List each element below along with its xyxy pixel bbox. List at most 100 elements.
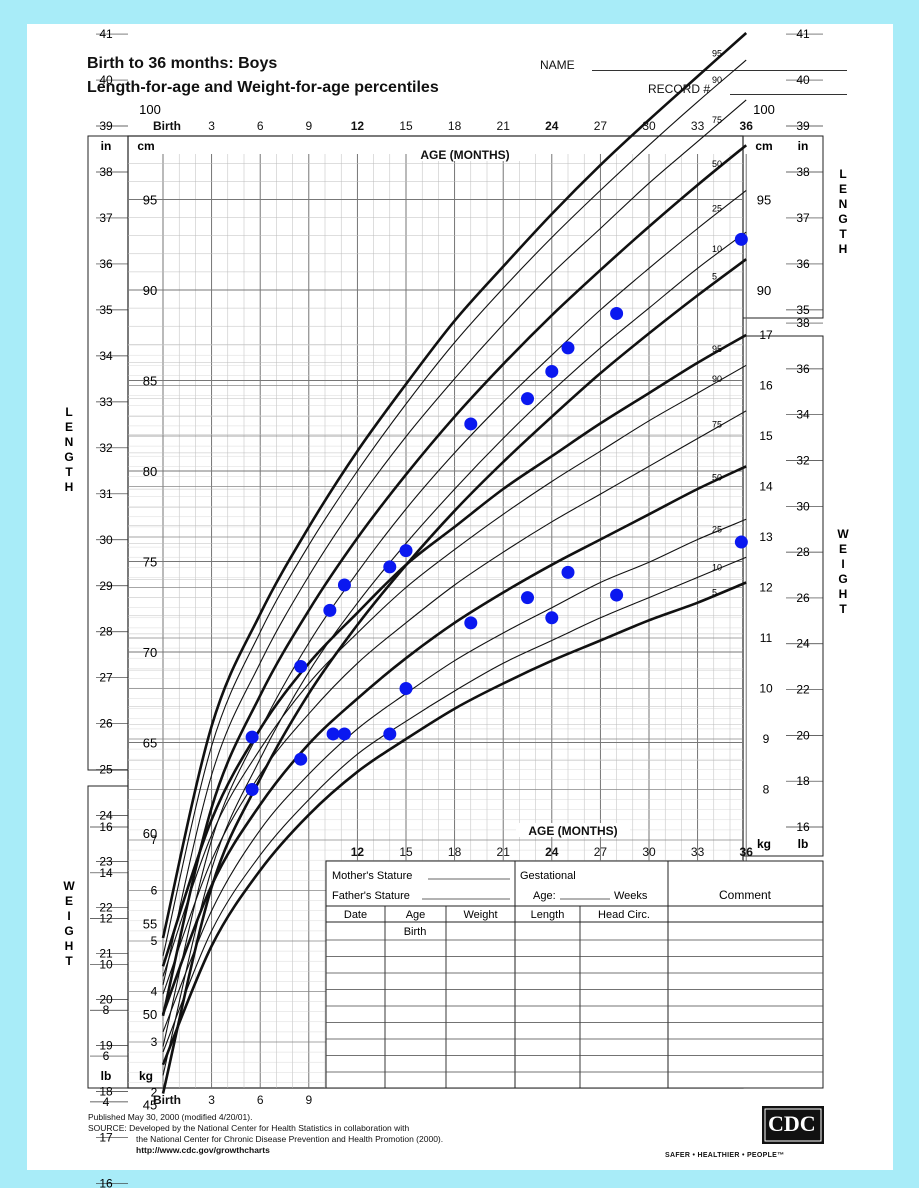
left-weight-word: I bbox=[67, 909, 70, 923]
footer-url[interactable]: http://www.cdc.gov/growthcharts bbox=[136, 1145, 270, 1155]
right-kg-tick-label: 8 bbox=[763, 783, 770, 797]
left-cm-tick-label: 50 bbox=[143, 1007, 157, 1022]
weight-percentile-25-curve bbox=[162, 518, 747, 1033]
length-percentile-25-curve bbox=[162, 189, 747, 1047]
top-month-tick-label: 24 bbox=[545, 119, 559, 133]
left-lb-tick-label: 8 bbox=[103, 1003, 110, 1017]
left-kg-label: kg bbox=[139, 1069, 153, 1083]
weight-percentile-label: 50 bbox=[712, 473, 722, 483]
left-weight-word: G bbox=[64, 924, 73, 938]
left-cm-tick-label: 80 bbox=[143, 464, 157, 479]
left-in-tick-label: 34 bbox=[99, 349, 113, 363]
right-in-tick-label: 40 bbox=[796, 73, 810, 87]
right-lb-label: lb bbox=[798, 837, 809, 851]
footer-published: Published May 30, 2000 (modified 4/20/01… bbox=[88, 1112, 253, 1122]
weight-percentile-label: 90 bbox=[712, 374, 722, 384]
weight-data-point bbox=[464, 616, 478, 630]
left-length-word: T bbox=[65, 465, 73, 479]
left-length-word: G bbox=[64, 450, 73, 464]
table-column-header: Age bbox=[406, 909, 426, 921]
length-percentile-label: 5 bbox=[712, 271, 717, 281]
weight-data-point bbox=[545, 611, 559, 625]
length-percentile-90-curve bbox=[162, 59, 747, 957]
left-in-tick-label: 29 bbox=[99, 579, 113, 593]
weight-percentile-label: 10 bbox=[712, 562, 722, 572]
left-weight-word: W bbox=[63, 879, 75, 893]
age-axis-label-bg bbox=[408, 147, 522, 161]
right-kg-label: kg bbox=[757, 837, 771, 851]
gestational-age-label: Age: bbox=[533, 890, 556, 902]
left-lb-tick-label: 4 bbox=[103, 1095, 110, 1109]
record-label: RECORD # bbox=[648, 82, 711, 96]
name-field[interactable] bbox=[592, 70, 847, 71]
left-in-label: in bbox=[101, 139, 112, 153]
weight-percentile-90-curve bbox=[162, 364, 747, 977]
bottom-month-tick-label: 36 bbox=[740, 845, 754, 859]
bottom-month-tick-label: 12 bbox=[351, 845, 365, 859]
length-percentile-label: 25 bbox=[712, 203, 722, 213]
weight-data-point bbox=[294, 752, 308, 766]
percentile-curves: 5 5 10 10 25 25 50 50 75 75 90 90 95 95 bbox=[161, 32, 748, 1094]
fathers-stature-label: Father's Stature bbox=[332, 890, 410, 902]
left-kg-tick-label: 2 bbox=[151, 1086, 158, 1100]
length-percentile-5-curve bbox=[161, 258, 747, 1094]
right-cm-tick-label: 100 bbox=[753, 102, 775, 117]
length-percentile-label: 10 bbox=[712, 244, 722, 254]
gestational-label: Gestational bbox=[520, 870, 576, 882]
bottom-month-tick-label: 33 bbox=[691, 845, 705, 859]
footer-month-tick-label: 3 bbox=[208, 1093, 215, 1107]
cdc-logo: CDC bbox=[762, 1106, 824, 1144]
weight-data-point bbox=[399, 682, 413, 695]
left-in-tick-label: 33 bbox=[99, 395, 113, 409]
name-label: NAME bbox=[540, 58, 575, 72]
record-field[interactable] bbox=[730, 94, 847, 95]
top-month-tick-label: 27 bbox=[594, 119, 608, 133]
right-in-tick-label: 35 bbox=[796, 303, 810, 317]
left-cm-tick-label: 60 bbox=[143, 826, 157, 841]
footer-month-tick-label: 9 bbox=[305, 1093, 312, 1107]
chart-title-line1: Birth to 36 months: Boys bbox=[87, 55, 278, 72]
length-percentile-label: 50 bbox=[712, 159, 722, 169]
left-in-tick-label: 16 bbox=[99, 1176, 113, 1188]
right-kg-tick-label: 17 bbox=[759, 328, 773, 342]
length-data-point bbox=[399, 544, 413, 558]
right-weight-word: E bbox=[839, 542, 847, 556]
right-lb-tick-label: 24 bbox=[796, 637, 810, 651]
left-in-tick-label: 21 bbox=[99, 947, 113, 961]
length-data-point bbox=[545, 364, 559, 378]
right-lb-tick-label: 18 bbox=[796, 774, 810, 788]
length-data-point bbox=[337, 578, 351, 592]
table-column-header: Weight bbox=[463, 909, 497, 921]
right-kg-tick-label: 16 bbox=[759, 379, 773, 393]
top-month-tick-label: Birth bbox=[153, 119, 181, 133]
right-kg-tick-label: 13 bbox=[759, 530, 773, 544]
right-weight-word: T bbox=[839, 602, 847, 616]
right-weight-scale-frame bbox=[742, 335, 824, 857]
right-lb-tick-label: 32 bbox=[796, 453, 810, 467]
chart-title-line2: Length-for-age and Weight-for-age percen… bbox=[87, 79, 439, 96]
length-percentile-95-curve bbox=[161, 32, 748, 939]
bottom-month-tick-label: 30 bbox=[642, 845, 656, 859]
left-kg-tick-label: 4 bbox=[151, 985, 158, 999]
length-percentile-75-curve bbox=[162, 99, 747, 986]
top-month-tick-label: 12 bbox=[351, 119, 365, 133]
right-cm-label: cm bbox=[755, 139, 772, 153]
left-length-word: L bbox=[65, 405, 72, 419]
left-in-tick-label: 23 bbox=[99, 855, 113, 869]
cdc-logo-text: CDC bbox=[768, 1111, 816, 1136]
left-lb-tick-label: 14 bbox=[99, 866, 113, 880]
age-axis-label-top: AGE (MONTHS) bbox=[420, 148, 509, 162]
length-data-point bbox=[561, 341, 575, 355]
left-cm-tick-label: 95 bbox=[143, 193, 157, 208]
right-length-word: L bbox=[839, 167, 846, 181]
left-kg-tick-label: 5 bbox=[151, 934, 158, 948]
length-data-point bbox=[323, 603, 337, 617]
length-percentile-label: 75 bbox=[712, 115, 722, 125]
bottom-month-tick-label: 21 bbox=[497, 845, 511, 859]
left-in-tick-label: 35 bbox=[99, 303, 113, 317]
footer-source: SOURCE: Developed by the National Center… bbox=[88, 1123, 410, 1133]
right-kg-tick-label: 15 bbox=[759, 429, 773, 443]
length-data-point bbox=[734, 232, 748, 246]
left-length-word: H bbox=[65, 480, 74, 494]
